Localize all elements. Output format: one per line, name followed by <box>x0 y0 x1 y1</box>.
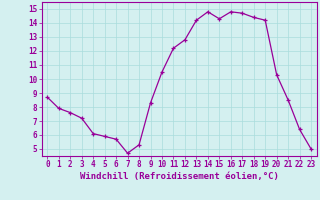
X-axis label: Windchill (Refroidissement éolien,°C): Windchill (Refroidissement éolien,°C) <box>80 172 279 181</box>
